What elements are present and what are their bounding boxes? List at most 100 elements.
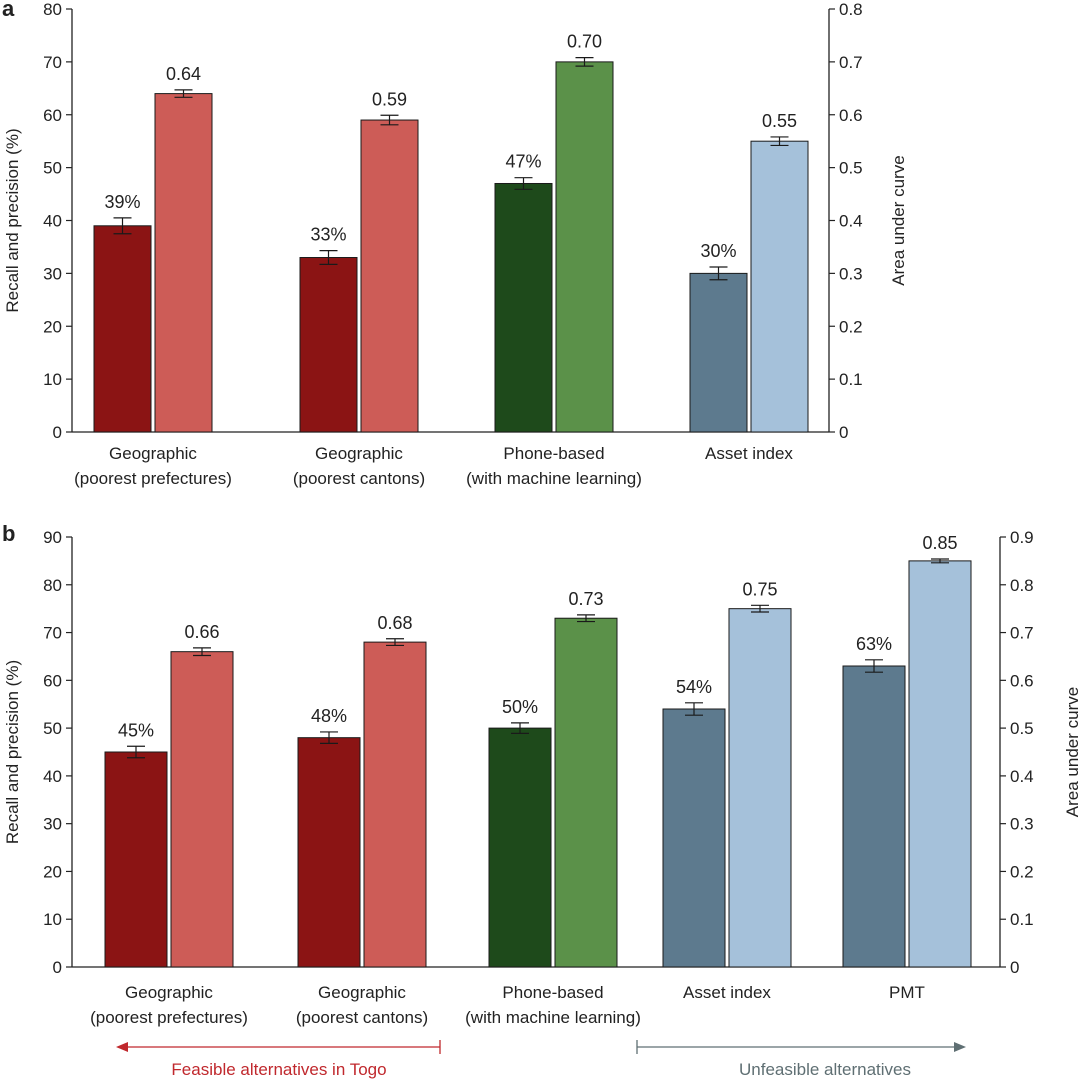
right-tick-label: 0.9	[1010, 528, 1034, 547]
bar-recall	[104, 751, 168, 968]
left-tick-label: 10	[43, 370, 62, 389]
category-label-line1: Geographic	[318, 983, 406, 1002]
bar-recall	[689, 272, 748, 433]
panel-letter-a: a	[2, 0, 15, 21]
category-label-line1: Geographic	[315, 444, 403, 463]
left-tick-label: 70	[43, 53, 62, 72]
left-tick-label: 0	[53, 958, 62, 977]
left-tick-label: 50	[43, 719, 62, 738]
category-label-line2: (poorest prefectures)	[90, 1008, 248, 1027]
right-tick-label: 0.5	[1010, 719, 1034, 738]
bar-value-label-auc: 0.59	[372, 89, 407, 109]
bar-auc	[555, 61, 614, 433]
bar-value-label-recall: 54%	[676, 677, 712, 697]
bar-auc	[360, 119, 419, 433]
bar-value-label-recall: 47%	[505, 152, 541, 172]
right-tick-label: 0.1	[839, 370, 863, 389]
bar-value-label-recall: 33%	[310, 225, 346, 245]
bar-value-label-auc: 0.66	[184, 622, 219, 642]
bar-value-label-auc: 0.85	[922, 533, 957, 553]
chart-panel-b: 0 10 20 30 40 50 60 70 80 90 0 0.1 0.2 0.3 0.4 0.5 0.6 0.…	[3, 528, 1080, 1027]
category-label-line1: Asset index	[683, 983, 771, 1002]
bar-recall	[842, 665, 906, 968]
bar-value-label-recall: 48%	[311, 706, 347, 726]
right-tick-label: 0.7	[1010, 624, 1034, 643]
unfeasible-annotation: Unfeasible alternatives	[636, 1040, 966, 1079]
y-axis-title-left: Recall and precision (%)	[3, 128, 22, 312]
bar-recall	[488, 727, 552, 968]
bar-auc	[554, 617, 618, 968]
category-label-line2: (poorest prefectures)	[74, 469, 232, 488]
right-tick-label: 0.1	[1010, 910, 1034, 929]
bar-value-label-auc: 0.73	[568, 589, 603, 609]
bar-recall	[662, 708, 726, 968]
left-tick-label: 60	[43, 106, 62, 125]
left-tick-label: 30	[43, 815, 62, 834]
bar-recall	[297, 737, 361, 968]
feasible-arrowhead	[116, 1042, 128, 1052]
bar-auc	[154, 93, 213, 433]
feasible-annotation: Feasible alternatives in Togo	[116, 1040, 441, 1079]
left-tick-label: 70	[43, 624, 62, 643]
bar-auc	[728, 608, 792, 968]
bar-recall	[299, 257, 358, 433]
left-tick-label: 40	[43, 212, 62, 231]
bar-recall	[494, 182, 553, 433]
left-tick-label: 20	[43, 317, 62, 336]
category-label-line2: (poorest cantons)	[296, 1008, 428, 1027]
right-tick-label: 0.8	[839, 0, 863, 19]
bar-value-label-recall: 30%	[700, 241, 736, 261]
left-tick-label: 90	[43, 528, 62, 547]
left-tick-label: 80	[43, 0, 62, 19]
left-tick-label: 60	[43, 671, 62, 690]
left-tick-label: 50	[43, 159, 62, 178]
bar-value-label-auc: 0.55	[762, 111, 797, 131]
category-label-line1: Geographic	[109, 444, 197, 463]
right-tick-label: 0.3	[1010, 815, 1034, 834]
category-label-line2: (with machine learning)	[466, 469, 642, 488]
right-tick-label: 0.6	[1010, 671, 1034, 690]
bar-recall	[93, 225, 152, 433]
unfeasible-alternatives-label: Unfeasible alternatives	[739, 1060, 911, 1079]
left-tick-label: 20	[43, 862, 62, 881]
right-tick-label: 0.3	[839, 264, 863, 283]
left-tick-label: 0	[53, 423, 62, 442]
right-tick-label: 0	[1010, 958, 1019, 977]
feasible-alternatives-label: Feasible alternatives in Togo	[171, 1060, 386, 1079]
right-tick-label: 0.2	[1010, 862, 1034, 881]
right-tick-label: 0.2	[839, 317, 863, 336]
bar-auc	[170, 651, 234, 968]
right-tick-label: 0.7	[839, 53, 863, 72]
category-label-line1: Asset index	[705, 444, 793, 463]
category-label-line1: PMT	[889, 983, 925, 1002]
right-tick-label: 0	[839, 423, 848, 442]
category-label-line1: Geographic	[125, 983, 213, 1002]
bar-value-label-recall: 39%	[104, 192, 140, 212]
category-label-line2: (poorest cantons)	[293, 469, 425, 488]
left-tick-label: 30	[43, 264, 62, 283]
left-tick-label: 80	[43, 576, 62, 595]
panel-letter-b: b	[2, 521, 15, 546]
category-label-line2: (with machine learning)	[465, 1008, 641, 1027]
right-tick-label: 0.4	[1010, 767, 1034, 786]
bar-value-label-auc: 0.64	[166, 64, 201, 84]
left-tick-label: 40	[43, 767, 62, 786]
bar-value-label-recall: 63%	[856, 634, 892, 654]
bar-value-label-recall: 50%	[502, 697, 538, 717]
right-tick-label: 0.6	[839, 106, 863, 125]
category-label-line1: Phone-based	[502, 983, 603, 1002]
right-tick-label: 0.8	[1010, 576, 1034, 595]
bar-value-label-auc: 0.75	[742, 579, 777, 599]
bar-auc	[908, 560, 972, 968]
y-axis-title-right: Area under curve	[1063, 687, 1080, 817]
y-axis-title-right: Area under curve	[889, 155, 908, 285]
right-tick-label: 0.4	[839, 212, 863, 231]
y-axis-title-left: Recall and precision (%)	[3, 660, 22, 844]
bar-value-label-auc: 0.68	[377, 613, 412, 633]
category-label-line1: Phone-based	[503, 444, 604, 463]
right-tick-label: 0.5	[839, 159, 863, 178]
unfeasible-arrowhead	[954, 1042, 966, 1052]
bar-auc	[750, 140, 809, 433]
bar-value-label-auc: 0.70	[567, 32, 602, 52]
chart-panel-a: 0102030405060708000.10.20.30.40.50.60.70…	[3, 0, 908, 488]
